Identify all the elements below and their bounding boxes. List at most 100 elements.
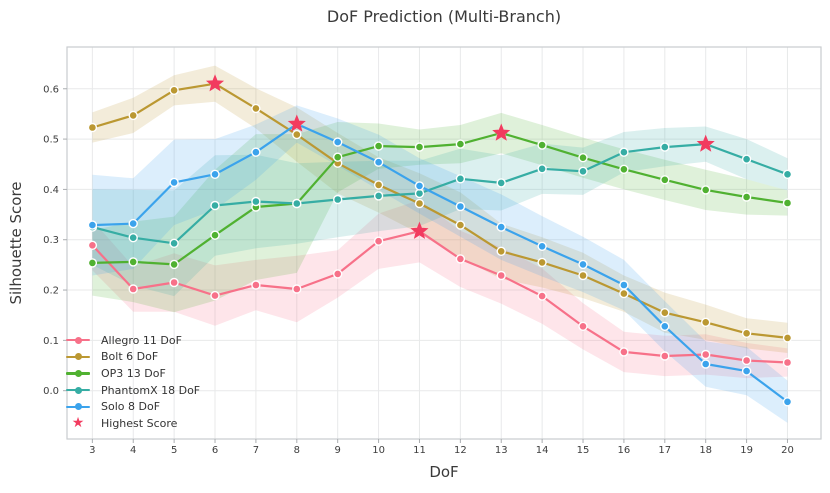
y-tick-label: 0.6 xyxy=(43,84,59,95)
y-tick-label: 0.1 xyxy=(43,336,59,347)
point-op3-13-dof xyxy=(455,139,466,149)
point-phantomx-18-dof xyxy=(169,238,179,249)
series-phantomx-18-dof xyxy=(87,139,793,249)
x-tick-label: 15 xyxy=(577,445,590,456)
point-bolt-6-dof xyxy=(414,198,425,209)
band-phantomx-18-dof xyxy=(92,126,788,297)
axes: 3 4 5 6 7 8 9 10 11 12 13 14 15 16 17 18 19 20 0.0 0.1 0.2 0.… xyxy=(43,46,822,456)
point-op3-13-dof xyxy=(333,152,343,162)
point-bolt-6-dof xyxy=(373,180,384,190)
x-tick-label: 8 xyxy=(294,445,300,456)
point-bolt-6-dof xyxy=(782,333,793,343)
point-allegro-11-dof xyxy=(87,240,98,251)
x-tick-label: 5 xyxy=(171,445,177,456)
point-solo-8-dof xyxy=(210,169,220,180)
point-op3-13-dof xyxy=(128,257,138,267)
point-solo-8-dof xyxy=(128,218,138,229)
point-bolt-6-dof xyxy=(169,85,179,96)
point-solo-8-dof xyxy=(537,241,547,252)
point-allegro-11-dof xyxy=(292,284,302,294)
point-phantomx-18-dof xyxy=(660,142,670,152)
y-tick-label: 0.2 xyxy=(43,286,59,297)
point-op3-13-dof xyxy=(210,230,220,240)
legend-marker-line-dot xyxy=(66,351,90,363)
point-solo-8-dof xyxy=(782,397,793,407)
legend-label: OP3 13 DoF xyxy=(101,366,166,380)
point-solo-8-dof xyxy=(251,147,261,157)
point-op3-13-dof xyxy=(660,175,670,185)
point-allegro-11-dof xyxy=(333,269,343,279)
legend-item-allegro: Allegro 11 DoF xyxy=(66,332,200,349)
highest-score-star xyxy=(696,134,715,152)
band-allegro-11-dof xyxy=(92,200,788,379)
point-allegro-11-dof xyxy=(578,321,588,331)
x-tick-label: 10 xyxy=(372,445,385,456)
point-op3-13-dof xyxy=(701,185,711,195)
point-bolt-6-dof xyxy=(496,246,506,257)
line-solo-8-dof xyxy=(91,122,789,403)
highest-score-stars xyxy=(205,74,715,239)
legend-marker-line-dot xyxy=(66,367,90,379)
point-solo-8-dof xyxy=(414,181,425,191)
point-op3-13-dof xyxy=(414,142,425,152)
confidence-bands xyxy=(92,65,788,423)
point-bolt-6-dof xyxy=(741,328,752,338)
point-solo-8-dof xyxy=(741,366,752,376)
point-op3-13-dof xyxy=(373,141,384,151)
point-allegro-11-dof xyxy=(660,351,670,361)
point-bolt-6-dof xyxy=(128,110,138,121)
point-phantomx-18-dof xyxy=(537,164,547,174)
gridlines xyxy=(67,47,821,439)
point-op3-13-dof xyxy=(741,192,752,202)
point-solo-8-dof xyxy=(87,220,98,230)
y-tick-label: 0.3 xyxy=(43,235,59,246)
x-tick-label: 4 xyxy=(130,445,136,456)
highest-score-star xyxy=(492,123,511,141)
point-allegro-11-dof xyxy=(782,357,793,368)
legend-label: PhantomX 18 DoF xyxy=(101,383,201,397)
star-icon: ★ xyxy=(71,415,85,432)
point-bolt-6-dof xyxy=(537,257,547,268)
y-axis-title: Silhouette Score xyxy=(7,181,25,305)
legend-item-phantomx: PhantomX 18 DoF xyxy=(66,382,200,399)
series-solo-8-dof xyxy=(87,119,793,407)
x-tick-label: 13 xyxy=(495,445,508,456)
legend-item-op3: OP3 13 DoF xyxy=(66,365,200,382)
point-phantomx-18-dof xyxy=(578,166,588,177)
point-phantomx-18-dof xyxy=(496,178,506,188)
line-bolt-6-dof xyxy=(91,82,789,339)
x-tick-label: 7 xyxy=(253,445,259,456)
point-solo-8-dof xyxy=(701,359,711,369)
point-allegro-11-dof xyxy=(619,347,629,357)
line-op3-13-dof xyxy=(91,131,789,266)
band-solo-8-dof xyxy=(92,105,788,423)
point-allegro-11-dof xyxy=(496,270,506,281)
point-op3-13-dof xyxy=(782,198,793,208)
point-allegro-11-dof xyxy=(169,277,179,288)
plot-border xyxy=(66,46,822,440)
x-tick-label: 12 xyxy=(454,445,467,456)
highest-score-star xyxy=(287,114,306,132)
point-bolt-6-dof xyxy=(455,220,466,230)
point-bolt-6-dof xyxy=(578,270,588,281)
legend-label: Allegro 11 DoF xyxy=(101,333,182,347)
band-bolt-6-dof xyxy=(92,65,788,353)
x-tick-label: 18 xyxy=(699,445,712,456)
point-phantomx-18-dof xyxy=(455,174,466,184)
x-tick-label: 20 xyxy=(781,445,794,456)
legend-marker-line-dot xyxy=(66,401,90,413)
point-allegro-11-dof xyxy=(537,291,547,301)
point-op3-13-dof xyxy=(619,164,629,175)
x-tick-label: 16 xyxy=(618,445,631,456)
point-solo-8-dof xyxy=(333,137,343,147)
point-op3-13-dof xyxy=(578,152,588,163)
point-phantomx-18-dof xyxy=(619,147,629,157)
point-bolt-6-dof xyxy=(660,308,670,318)
point-phantomx-18-dof xyxy=(251,196,261,207)
point-op3-13-dof xyxy=(169,259,179,270)
point-phantomx-18-dof xyxy=(210,200,220,211)
point-phantomx-18-dof xyxy=(782,169,793,180)
series-allegro-11-dof xyxy=(87,226,793,368)
